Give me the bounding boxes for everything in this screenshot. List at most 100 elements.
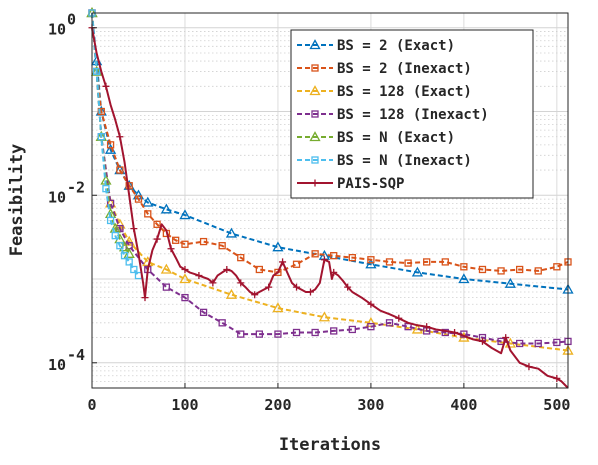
legend-marker: [309, 131, 321, 142]
data-point: [293, 283, 301, 291]
legend-label: PAIS-SQP: [337, 176, 404, 192]
data-point: [102, 184, 110, 193]
data-point: [125, 258, 133, 266]
data-point: [106, 141, 115, 149]
data-point: [144, 210, 152, 218]
data-point: [153, 220, 161, 228]
data-point: [106, 216, 115, 225]
data-point: [160, 203, 172, 214]
data-point: [348, 253, 356, 262]
data-point: [162, 283, 171, 291]
data-point: [92, 67, 101, 76]
x-tick-label: 400: [450, 396, 477, 414]
data-point: [534, 267, 542, 275]
data-point: [404, 259, 412, 267]
data-point: [423, 258, 431, 266]
data-point: [218, 242, 226, 250]
data-point: [318, 311, 331, 322]
data-point: [251, 291, 259, 299]
data-point: [451, 328, 459, 336]
data-point: [97, 107, 105, 116]
legend-label: BS = N (Exact): [337, 130, 455, 146]
y-tick-exponent: -2: [67, 178, 85, 196]
data-point: [153, 235, 161, 243]
y-tick-exponent: -4: [67, 346, 85, 364]
x-axis-label: Iterations: [279, 435, 381, 455]
data-point: [441, 328, 449, 337]
data-point: [365, 258, 377, 269]
y-tick-label: 10: [48, 188, 66, 206]
data-point: [274, 268, 282, 277]
data-point: [367, 300, 375, 308]
data-point: [385, 258, 394, 266]
y-axis-label: Feasibility: [7, 144, 27, 257]
plot-frame: [91, 12, 569, 389]
data-point: [534, 339, 542, 348]
data-point: [142, 196, 154, 207]
series-bs-n-inexact: [88, 9, 143, 280]
data-point: [279, 258, 287, 266]
data-point: [553, 338, 561, 347]
data-point: [116, 133, 124, 141]
data-point: [525, 363, 533, 371]
data-point: [292, 260, 301, 268]
data-point: [423, 323, 431, 331]
legend-label: BS = N (Inexact): [337, 153, 472, 169]
x-tick-label: 500: [543, 396, 570, 414]
data-point: [367, 256, 375, 264]
series-line: [91, 12, 569, 291]
data-point: [199, 308, 208, 317]
legend-label: BS = 2 (Exact): [337, 38, 455, 54]
legend-item: PAIS-SQP: [297, 176, 404, 192]
data-point: [255, 265, 263, 274]
legend-label: BS = 128 (Inexact): [337, 107, 489, 123]
data-point: [395, 314, 403, 322]
legend-marker: [311, 179, 319, 187]
data-point: [225, 227, 238, 238]
data-point: [516, 339, 524, 348]
legend-label: BS = 128 (Exact): [337, 84, 472, 100]
data-point: [237, 279, 245, 287]
data-point: [195, 272, 203, 280]
x-tick-label: 200: [264, 396, 291, 414]
data-point: [116, 166, 124, 174]
data-point: [130, 225, 138, 233]
data-point: [265, 283, 273, 291]
data-point: [160, 263, 172, 274]
data-point: [502, 334, 510, 342]
data-point: [330, 252, 338, 260]
data-point: [106, 199, 115, 208]
data-point: [272, 302, 284, 313]
data-point: [181, 293, 189, 302]
data-point: [411, 266, 424, 277]
data-point: [311, 250, 319, 258]
data-point: [120, 252, 129, 260]
data-point: [223, 265, 231, 273]
data-point: [478, 265, 487, 274]
x-tick-label: 100: [171, 396, 198, 414]
legend-marker: [309, 39, 321, 50]
y-tick-exponent: 0: [67, 11, 76, 29]
data-point: [141, 294, 149, 302]
data-point: [130, 265, 138, 274]
legend-marker: [311, 110, 319, 118]
y-tick-label: 10: [48, 21, 66, 39]
data-point: [172, 236, 180, 244]
data-point: [516, 265, 524, 274]
data-point: [306, 288, 314, 296]
legend-item: BS = 128 (Exact): [297, 84, 472, 100]
data-point: [225, 288, 238, 299]
legend-marker: [309, 85, 321, 96]
data-point: [179, 209, 191, 220]
data-point: [134, 195, 143, 203]
legend: BS = 2 (Exact) BS = 2 (Inexact) BS = 128 (…: [290, 29, 534, 199]
data-point: [199, 237, 208, 246]
legend-item: BS = 2 (Exact): [297, 38, 455, 54]
data-point: [179, 273, 191, 284]
data-point: [441, 258, 449, 266]
data-point: [330, 268, 338, 276]
legend-label: BS = 2 (Inexact): [337, 61, 472, 77]
data-point: [460, 263, 468, 271]
data-point: [292, 328, 301, 337]
